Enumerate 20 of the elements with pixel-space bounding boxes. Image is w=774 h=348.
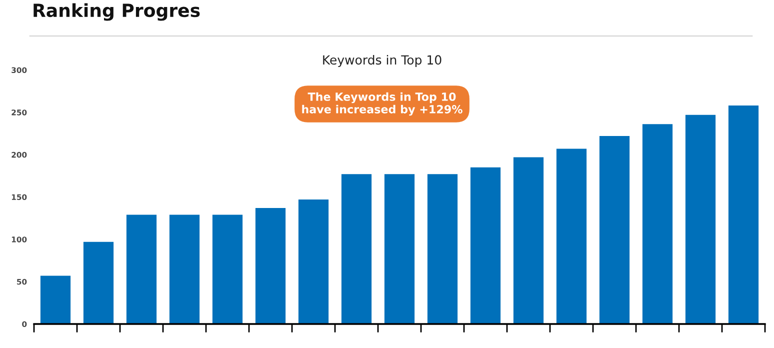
bar xyxy=(83,242,114,324)
chart-subtitle: Keywords in Top 10 xyxy=(323,54,442,68)
bar xyxy=(470,167,501,324)
bar xyxy=(212,214,243,324)
bar xyxy=(513,157,544,324)
bar xyxy=(341,174,372,324)
bar xyxy=(728,106,759,324)
bar xyxy=(685,114,716,324)
annotation: The Keywords in Top 10 have increased by +129% xyxy=(302,92,462,116)
bar xyxy=(427,174,458,324)
bar xyxy=(599,136,630,324)
bar xyxy=(384,174,415,324)
bar xyxy=(255,208,286,324)
chart-title: Ranking Progres xyxy=(34,3,200,21)
bar xyxy=(556,148,587,324)
bar xyxy=(169,214,200,324)
bar xyxy=(40,276,71,324)
bar xyxy=(642,124,673,324)
bar xyxy=(126,214,157,324)
bar xyxy=(298,200,329,324)
